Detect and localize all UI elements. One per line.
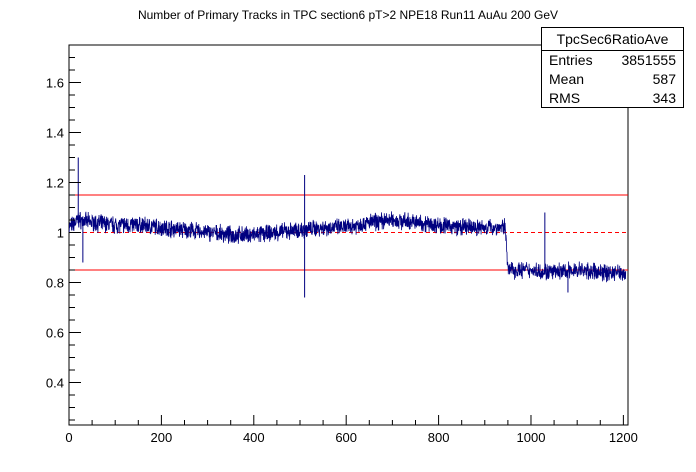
x-tick-label: 0 [65, 430, 72, 445]
x-axis: 0 200 400 600 800 1000 1200 [65, 415, 638, 445]
stats-value: 343 [652, 90, 676, 106]
x-tick-label: 600 [335, 430, 357, 445]
stats-box: TpcSec6RatioAve Entries 3851555 Mean 587… [541, 27, 684, 108]
y-tick-label: 0.4 [46, 376, 64, 391]
y-tick-label: 1.2 [46, 176, 64, 191]
x-tick-label: 1000 [517, 430, 546, 445]
y-tick-label: 0.6 [46, 326, 64, 341]
chart-title: Number of Primary Tracks in TPC section6… [137, 8, 559, 22]
y-axis: 0.4 0.6 0.8 1 1.2 1.4 1.6 [46, 44, 81, 421]
stats-value: 587 [652, 71, 676, 87]
stats-label: Entries [549, 52, 593, 68]
stats-row-rms: RMS 343 [542, 89, 683, 108]
reference-lines [69, 194, 628, 271]
y-tick-label: 1.4 [46, 126, 64, 141]
y-tick-label: 1 [57, 226, 64, 241]
y-tick-label: 1.6 [46, 76, 64, 91]
x-tick-label: 200 [151, 430, 173, 445]
data-series [68, 157, 627, 298]
stats-value: 3851555 [621, 52, 676, 68]
plot-frame [68, 44, 629, 426]
stats-label: RMS [549, 90, 581, 106]
series-line [68, 211, 627, 283]
x-tick-label: 1200 [609, 430, 638, 445]
stats-box-name: TpcSec6RatioAve [542, 28, 683, 51]
x-tick-label: 400 [243, 430, 265, 445]
stats-row-entries: Entries 3851555 [542, 51, 683, 70]
y-tick-label: 0.8 [46, 276, 64, 291]
stats-label: Mean [549, 71, 585, 87]
stats-row-mean: Mean 587 [542, 70, 683, 89]
x-tick-label: 800 [428, 430, 450, 445]
